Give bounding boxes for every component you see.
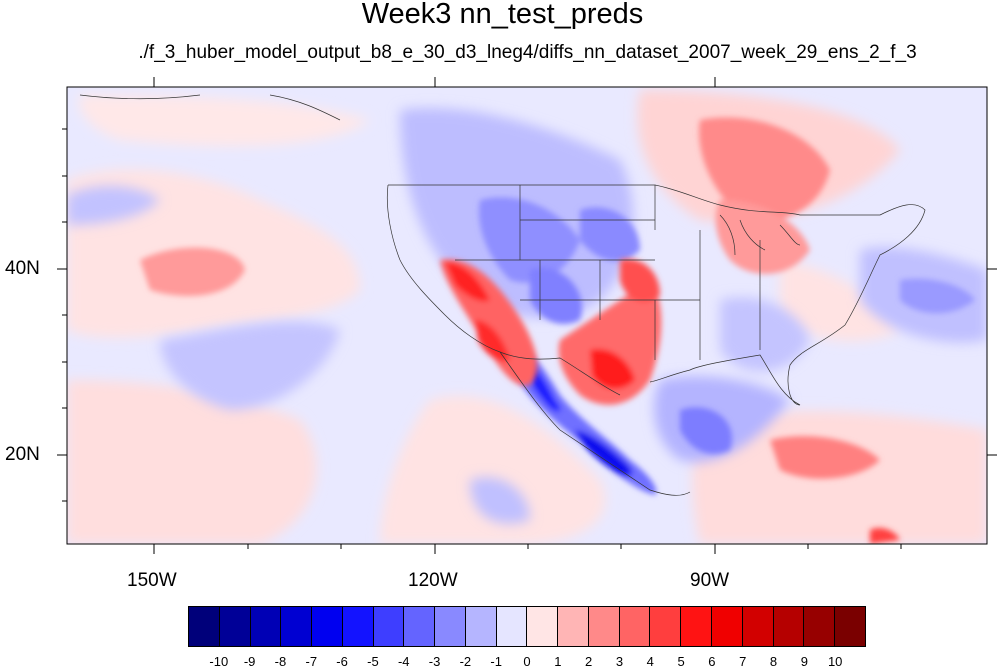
colorbar-label: -3	[428, 654, 441, 669]
anomaly-field	[67, 87, 987, 544]
usa-outline	[388, 184, 926, 406]
colorbar-swatch	[773, 607, 805, 646]
colorbar-swatch	[189, 607, 220, 646]
colorbar-label: 0	[523, 654, 531, 669]
colorbar-label: -1	[490, 654, 502, 669]
colorbar-swatch	[804, 607, 836, 646]
colorbar-label: -9	[243, 654, 256, 669]
colorbar-label: -8	[274, 654, 287, 669]
lat-label-40n: 40N	[5, 258, 40, 279]
colorbar-swatch	[465, 607, 497, 646]
colorbar-label: 1	[554, 654, 562, 669]
colorbar-label: 6	[708, 654, 716, 669]
colorbar-swatch	[650, 607, 682, 646]
colorbar-swatch	[435, 607, 466, 646]
mid-cold-regions	[479, 197, 975, 454]
colorbar-label: 8	[769, 654, 778, 669]
colorbar-label: -4	[397, 654, 410, 669]
state-borders	[455, 185, 761, 360]
colorbar-label: 2	[585, 654, 593, 669]
great-lakes	[719, 214, 801, 256]
colorbar-label: 10	[827, 654, 843, 669]
colorbar-label: -5	[367, 654, 379, 669]
lon-label-120w: 120W	[408, 570, 458, 591]
colorbar-swatch	[342, 607, 374, 646]
west-coast	[387, 184, 621, 396]
colorbar-label: -6	[336, 654, 348, 669]
colorbar-swatch	[312, 607, 343, 646]
mid-warm-regions	[140, 117, 900, 544]
colorbar-label: 9	[800, 654, 808, 669]
colorbar-swatch	[835, 607, 865, 646]
colorbar-swatch	[527, 607, 559, 646]
colorbar-swatch	[588, 607, 620, 646]
colorbar-swatch	[558, 607, 589, 646]
colorbar-swatch	[712, 607, 743, 646]
lon-label-150w: 150W	[127, 570, 177, 591]
colorbar	[188, 606, 866, 647]
colorbar-label: 4	[646, 654, 654, 669]
coastlines-and-borders	[79, 94, 926, 496]
colorbar-swatch	[250, 607, 282, 646]
colorbar-label: -7	[305, 654, 318, 669]
colorbar-label: 5	[677, 654, 685, 669]
axis-ticks	[57, 77, 997, 554]
plot-title: Week3 nn_test_preds	[361, 0, 644, 30]
alaska-coast	[79, 94, 341, 121]
colorbar-label: -10	[209, 654, 229, 669]
colorbar-label: 7	[739, 654, 747, 669]
colorbar-swatch	[281, 607, 313, 646]
colorbar-swatch	[681, 607, 713, 646]
plot-subtitle: ./f_3_huber_model_output_b8_e_30_d3_lneg…	[138, 42, 917, 63]
colorbar-swatch	[219, 607, 251, 646]
colorbar-label: 3	[615, 654, 624, 669]
lat-label-20n: 20N	[5, 444, 40, 465]
colorbar-label: -2	[459, 654, 472, 669]
lon-label-90w: 90W	[690, 570, 730, 591]
mexico-coast	[499, 351, 691, 496]
colorbar-swatch	[373, 607, 405, 646]
colorbar-swatch	[404, 607, 436, 646]
colorbar-swatch	[496, 607, 528, 646]
colorbar-swatch	[742, 607, 774, 646]
colorbar-swatch	[619, 607, 651, 646]
